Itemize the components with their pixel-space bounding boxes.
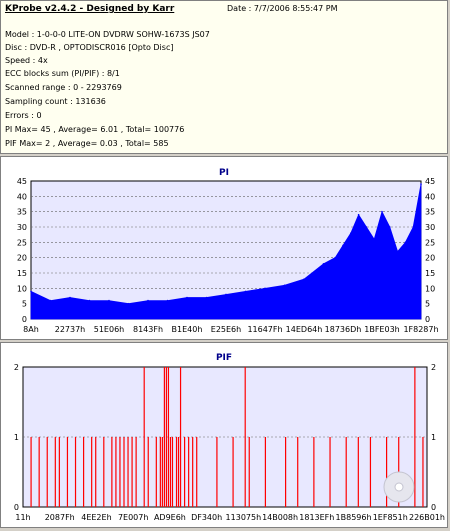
y-tick-label-right: 0 bbox=[431, 503, 436, 512]
pi-data-point bbox=[283, 284, 286, 287]
x-tick-label: E25E6h bbox=[211, 325, 241, 334]
x-tick-label: 11647Fh bbox=[247, 325, 282, 334]
disc-watermark-hole bbox=[394, 482, 404, 492]
x-tick-label: DF340h bbox=[191, 513, 222, 522]
pi-data-point bbox=[205, 296, 208, 299]
range-line: Scanned range : 0 - 2293769 bbox=[5, 83, 122, 92]
pi-data-point bbox=[225, 293, 227, 296]
x-tick-label: 8143Fh bbox=[133, 325, 163, 334]
x-tick-label: 8Ah bbox=[23, 325, 39, 334]
y-tick-label-left: 30 bbox=[17, 223, 27, 232]
y-tick-label-left: 2 bbox=[14, 363, 19, 372]
x-tick-label: 2087Fh bbox=[45, 513, 75, 522]
x-tick-label: 51E06h bbox=[94, 325, 124, 334]
y-tick-label-left: 40 bbox=[17, 192, 27, 201]
errors-line: Errors : 0 bbox=[5, 111, 42, 120]
pi-summary-line: PI Max= 45 , Average= 6.01 , Total= 1007… bbox=[5, 125, 185, 134]
y-tick-label-right: 2 bbox=[431, 363, 436, 372]
pi-data-point bbox=[412, 226, 415, 228]
x-tick-label: 1BFE03h bbox=[364, 325, 399, 334]
pi-chart-panel: PI 0 0 5 5 10 10 15 15 20 20 25 25 30 30 35 35 40 40 45 45 8… bbox=[0, 156, 448, 340]
y-tick-label-left: 1 bbox=[14, 433, 19, 442]
y-tick-label-right: 35 bbox=[425, 208, 435, 217]
info-panel: KProbe v2.4.2 - Designed by Karr Date : … bbox=[0, 0, 448, 154]
y-tick-label-right: 1 bbox=[431, 433, 436, 442]
pi-data-point bbox=[166, 299, 169, 302]
y-tick-label-left: 25 bbox=[17, 238, 27, 247]
x-tick-label: 14ED64h bbox=[286, 325, 323, 334]
ecc-line: ECC blocks sum (PI/PIF) : 8/1 bbox=[5, 69, 120, 78]
pi-data-point bbox=[30, 290, 32, 293]
x-tick-label: 7E007h bbox=[118, 513, 148, 522]
x-tick-label: 113075h bbox=[226, 513, 262, 522]
x-tick-label: 18736Dh bbox=[325, 325, 362, 334]
y-tick-label-right: 45 bbox=[425, 177, 435, 186]
pi-data-point bbox=[334, 256, 337, 259]
scan-date: Date : 7/7/2006 8:55:47 PM bbox=[227, 4, 338, 13]
y-tick-label-left: 5 bbox=[22, 300, 27, 309]
pi-data-point bbox=[303, 278, 305, 280]
pi-data-point bbox=[127, 302, 130, 305]
x-tick-label: 1813EFh bbox=[299, 513, 334, 522]
y-tick-label-left: 15 bbox=[17, 269, 27, 278]
pi-data-point bbox=[88, 299, 91, 302]
pi-data-point bbox=[357, 213, 360, 216]
pi-data-point bbox=[244, 290, 247, 293]
pi-data-point bbox=[389, 226, 391, 228]
y-tick-label-right: 40 bbox=[425, 192, 435, 201]
pif-chart-title: PIF bbox=[216, 353, 232, 363]
y-tick-label-right: 5 bbox=[425, 300, 430, 309]
pif-chart: PIF 0 0 1 1 2 2 11h 2087Fh 4EE2Eh 7E007h AD9E6h DF3… bbox=[14, 353, 445, 522]
speed-line: Speed : 4x bbox=[5, 56, 48, 65]
y-tick-label-left: 20 bbox=[17, 254, 27, 263]
x-tick-label: B1E40h bbox=[172, 325, 203, 334]
x-tick-label: 4EE2Eh bbox=[81, 513, 111, 522]
y-tick-label-right: 20 bbox=[425, 254, 435, 263]
x-tick-label: 1F8287h bbox=[403, 325, 438, 334]
pi-data-point bbox=[186, 296, 188, 299]
model-line: Model : 1-0-0-0 LITE-ON DVDRW SOHW-1673S… bbox=[5, 30, 210, 39]
y-tick-label-left: 45 bbox=[17, 177, 27, 186]
y-tick-label-right: 15 bbox=[425, 269, 435, 278]
pi-data-point bbox=[264, 287, 266, 290]
pi-chart: PI 0 0 5 5 10 10 15 15 20 20 25 25 30 30 35 35 40 40 45 45 8… bbox=[17, 168, 439, 334]
y-tick-label-left: 35 bbox=[17, 208, 27, 217]
pif-chart-panel: PIF 0 0 1 1 2 2 11h 2087Fh 4EE2Eh 7E007h AD9E6h DF3… bbox=[0, 342, 448, 528]
y-tick-label-left: 10 bbox=[17, 284, 27, 293]
pi-data-point bbox=[420, 183, 422, 185]
pi-data-point bbox=[108, 299, 110, 302]
pi-data-point bbox=[342, 244, 344, 247]
y-tick-label-right: 30 bbox=[425, 223, 435, 232]
pi-chart-title: PI bbox=[219, 168, 229, 178]
pi-data-point bbox=[365, 226, 368, 228]
y-tick-label-left: 0 bbox=[14, 503, 19, 512]
x-tick-label: 226B01h bbox=[409, 513, 445, 522]
pif-summary-line: PIF Max= 2 , Average= 0.03 , Total= 585 bbox=[5, 139, 169, 148]
x-tick-label: AD9E6h bbox=[154, 513, 186, 522]
x-tick-label: 11h bbox=[15, 513, 30, 522]
pi-data-point bbox=[49, 299, 52, 302]
x-tick-label: 22737h bbox=[55, 325, 86, 334]
sampling-line: Sampling count : 131636 bbox=[5, 97, 106, 106]
pi-data-point bbox=[147, 299, 149, 302]
pi-data-point bbox=[373, 238, 376, 241]
pi-data-point bbox=[381, 210, 383, 213]
y-tick-label-right: 0 bbox=[425, 315, 430, 324]
x-tick-label: 1B8596h bbox=[336, 513, 372, 522]
pi-data-point bbox=[350, 232, 352, 234]
pi-data-point bbox=[322, 263, 325, 265]
x-tick-label: 1EF851h bbox=[373, 513, 408, 522]
pi-data-point bbox=[396, 250, 399, 253]
y-tick-label-right: 25 bbox=[425, 238, 435, 247]
x-tick-label: 14B008h bbox=[262, 513, 298, 522]
app-title: KProbe v2.4.2 - Designed by Karr bbox=[5, 4, 175, 14]
y-tick-label-left: 0 bbox=[22, 315, 27, 324]
pi-data-point bbox=[69, 296, 71, 299]
pi-data-point bbox=[404, 241, 407, 244]
y-tick-label-right: 10 bbox=[425, 284, 435, 293]
disc-line: Disc : DVD-R , OPTODISCR016 [Opto Disc] bbox=[5, 43, 174, 52]
